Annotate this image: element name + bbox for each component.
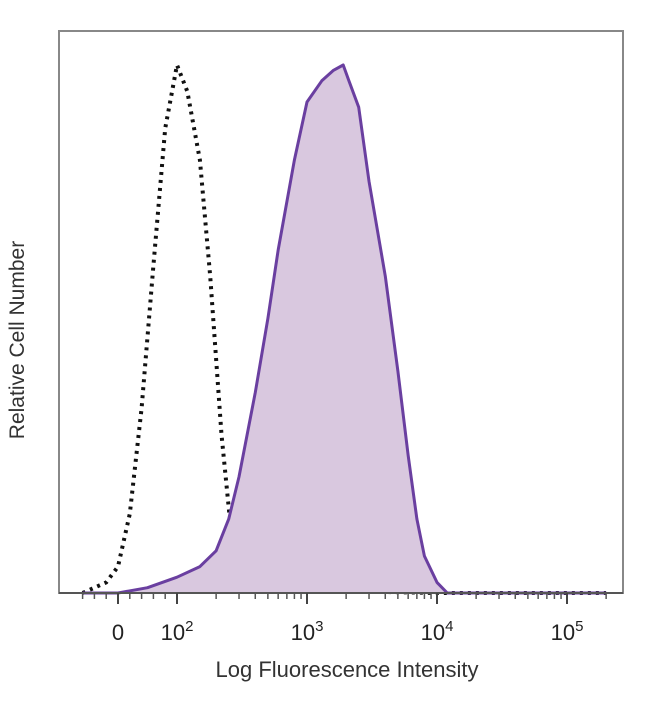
series-1-area: [82, 65, 607, 593]
y-axis-label: Relative Cell Number: [6, 240, 29, 440]
x-tick-label: 104: [421, 618, 454, 645]
x-tick-label: 0: [112, 620, 124, 645]
x-tick-label: 103: [291, 618, 324, 645]
x-axis: 0 102 103 104 105: [59, 592, 623, 645]
series-1-line: [82, 63, 607, 595]
series-layer: [81, 57, 607, 595]
x-tick-label: 105: [551, 618, 584, 645]
x-axis-label: Log Fluorescence Intensity: [215, 657, 479, 682]
x-tick-label: 102: [161, 618, 194, 645]
